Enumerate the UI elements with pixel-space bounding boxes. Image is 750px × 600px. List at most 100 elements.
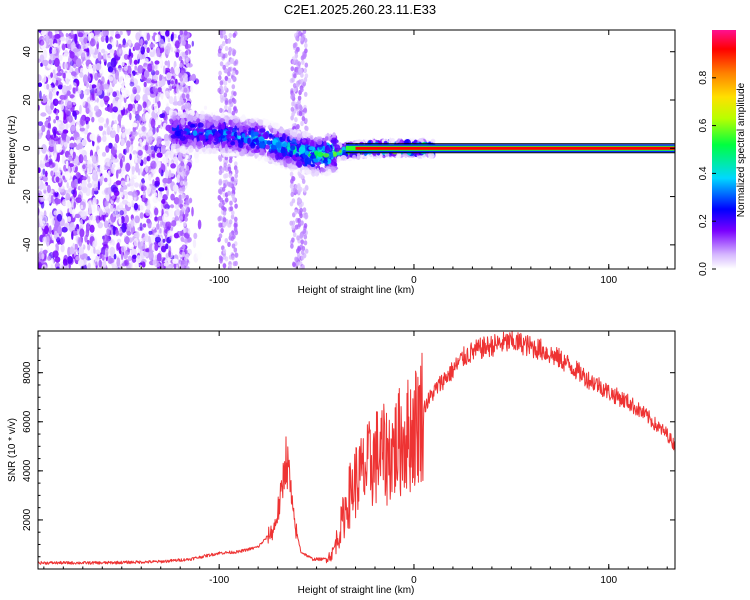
spectrogram-noise-cell (163, 227, 168, 237)
spectrogram-noise-cell (179, 45, 186, 51)
spectrogram-noise-cell (58, 123, 65, 130)
spectrogram-noise-cell (166, 72, 172, 81)
spectrogram-noise-cell (67, 255, 73, 264)
spectrogram-noise-cell (159, 74, 163, 83)
spectrogram-noise-cell (125, 194, 128, 200)
spectrogram-noise-cell (54, 186, 59, 193)
spectrogram-noise-cell (97, 51, 102, 62)
spectrogram-noise-cell (139, 212, 144, 219)
spectrogram-streak-cell (231, 84, 236, 90)
spectrogram-noise-cell (69, 94, 75, 99)
spectrogram-noise-cell (123, 53, 129, 60)
spectrogram-noise-cell (70, 148, 74, 156)
spectrogram-noise-cell (139, 165, 143, 176)
spectrogram-noise-cell (72, 151, 76, 160)
spectrogram-noise-cell (156, 126, 159, 133)
spectrogram-noise-cell (121, 199, 128, 205)
spectrogram-ridge-cell (238, 140, 244, 149)
spectrogram-ridge-cell (214, 137, 220, 142)
spectrogram-streak-cell (182, 227, 187, 234)
spectrogram-noise-cell (152, 258, 157, 267)
spectrogram-noise-cell (172, 258, 179, 264)
spectrogram-noise-cell (50, 258, 54, 267)
spectrogram-noise-cell (42, 249, 48, 254)
spectrogram-noise-cell (124, 236, 130, 244)
spectrogram-streak-cell (219, 61, 224, 67)
spectrogram-streak-cell (303, 107, 308, 113)
spectrogram-noise-cell (168, 96, 174, 105)
spectrogram-noise-cell (98, 259, 102, 268)
spectrogram-noise-cell (56, 266, 60, 269)
spectrogram-noise-cell (107, 186, 111, 194)
spectrogram-noise-cell (151, 243, 156, 251)
spectrogram-streak-cell (179, 62, 183, 68)
spectrogram-noise-cell (57, 65, 62, 73)
spectrogram-noise-cell (118, 202, 124, 209)
spectrogram-streak-cell (179, 176, 184, 182)
spectrogram-noise-cell (105, 117, 110, 126)
spectrogram-streak-cell (299, 105, 303, 111)
spectrogram-noise-cell (190, 84, 194, 94)
spectrogram-noise-cell (40, 112, 47, 117)
spectrogram-noise-cell (162, 177, 169, 184)
spectrogram-noise-cell (38, 132, 42, 140)
spectrogram-streak-cell (292, 42, 297, 49)
spectrogram-ridge-cell (172, 138, 176, 144)
spectrogram-streak-cell (305, 126, 309, 132)
spectrogram-streak-cell (230, 176, 235, 182)
spectrogram-streak-cell (297, 170, 302, 177)
spectrogram-streak-cell (230, 58, 234, 65)
spectrogram-noise-cell (79, 127, 85, 132)
spectrogram-streak-cell (298, 111, 303, 117)
spectrogram-noise-cell (192, 239, 197, 249)
spectrogram-noise-cell (203, 105, 208, 110)
spectrogram-ridge-cell (291, 165, 298, 170)
spectrogram-noise-cell (69, 50, 75, 59)
spectrogram-noise-cell (94, 92, 98, 101)
spectrogram-streak-cell (294, 256, 298, 262)
spectrogram-noise-cell (134, 262, 140, 268)
spectrogram-ridge-cell (388, 137, 392, 146)
spectrogram-ridge-cell (279, 127, 285, 134)
spectrogram-streak-cell (228, 158, 233, 164)
spectrogram-ridge-cell (253, 131, 259, 137)
spectrogram-ridge-cell (187, 145, 194, 153)
spectrogram-streak-cell (299, 207, 304, 213)
spectrogram-streak-cell (221, 40, 226, 47)
spectrogram-noise-cell (164, 60, 168, 66)
spectrogram-ridge-cell (322, 159, 328, 164)
spectrogram-noise-cell (156, 141, 160, 146)
spectrogram-noise-cell (132, 126, 136, 133)
spectrogram-noise-cell (38, 74, 42, 82)
spectrogram-noise-cell (71, 189, 76, 195)
spectrogram-noise-cell (109, 129, 116, 139)
spectrogram-streak-cell (219, 52, 224, 58)
spectrogram-streak-cell (227, 190, 231, 196)
spectrogram-streak-cell (291, 224, 295, 231)
spectrogram-noise-cell (104, 247, 109, 258)
spectrogram-noise-cell (171, 220, 177, 227)
spectrogram-noise-cell (67, 123, 71, 128)
spectrogram-noise-cell (46, 129, 51, 140)
spectrogram-streak-cell (222, 217, 227, 223)
spectrogram-noise-cell (113, 253, 117, 260)
spectrogram-streak-cell (182, 40, 186, 46)
spectrogram-noise-cell (66, 182, 69, 189)
spectrogram-streak-cell (184, 103, 188, 110)
spectrogram-ridge-cell (198, 128, 205, 133)
spectrogram-noise-cell (42, 74, 47, 83)
spectrogram-noise-cell (97, 222, 104, 229)
spectrogram-ridge-cell (323, 140, 327, 148)
spectrogram-ridge-cell (214, 111, 221, 118)
spectrogram-noise-cell (123, 210, 127, 215)
spectrogram-noise-cell (123, 148, 127, 155)
spectrogram-noise-cell (55, 176, 60, 183)
spectrogram-noise-cell (141, 178, 146, 184)
spectrogram-streak-cell (293, 73, 297, 79)
spectrogram-streak-cell (295, 35, 299, 41)
spectrogram-noise-cell (95, 62, 102, 71)
spectrogram-noise-cell (112, 225, 116, 236)
spectrogram-noise-cell (38, 58, 41, 63)
spectrogram-ridge-cell (220, 128, 224, 136)
spectrogram-ridge-cell (177, 111, 181, 117)
